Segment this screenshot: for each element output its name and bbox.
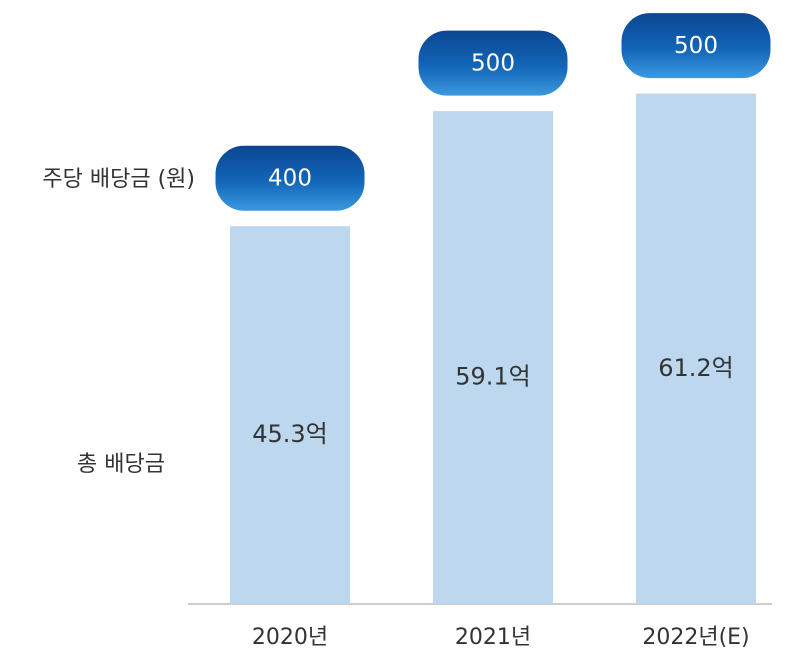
bar	[433, 111, 553, 604]
per-share-value: 400	[268, 166, 312, 192]
per-share-value: 500	[674, 33, 718, 59]
bar	[230, 226, 350, 604]
per-share-value: 500	[471, 51, 515, 77]
x-tick-label: 2022년(E)	[642, 625, 749, 650]
x-tick-label: 2020년	[252, 625, 328, 650]
per-share-pill	[212, 142, 368, 214]
bar-value-label: 45.3억	[252, 420, 328, 448]
total-label: 총 배당금	[77, 452, 165, 477]
per-share-label: 주당 배당금 (원)	[42, 167, 195, 192]
per-share-pill	[415, 27, 571, 99]
bar	[636, 93, 756, 604]
bar-value-label: 61.2억	[658, 354, 734, 382]
bar-value-label: 59.1억	[455, 363, 531, 391]
x-tick-label: 2021년	[455, 625, 531, 650]
per-share-pill	[618, 10, 774, 82]
